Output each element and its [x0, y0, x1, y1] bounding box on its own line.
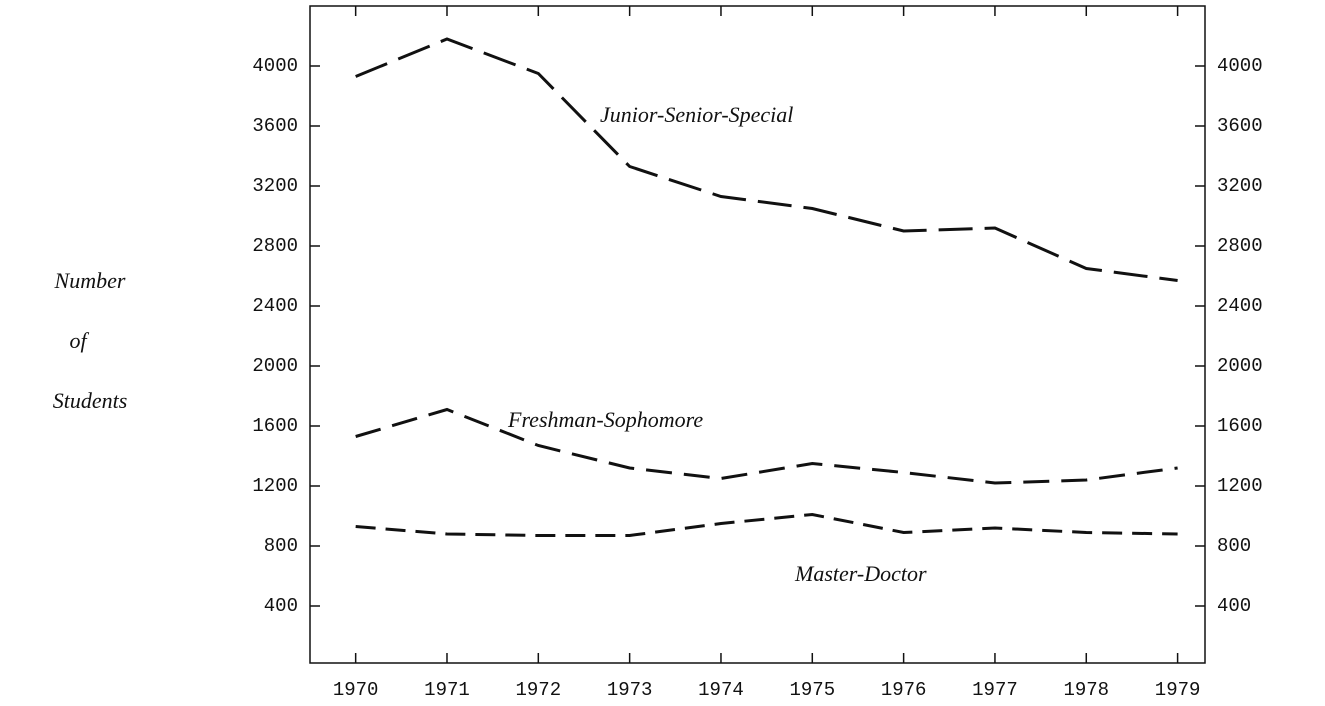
y-tick-label: 2000 [252, 355, 298, 377]
x-tick-label: 1978 [1063, 679, 1109, 701]
series-label: Master-Doctor [794, 561, 927, 586]
y-tick-label-right: 2800 [1217, 235, 1263, 257]
y-tick-label: 1600 [252, 415, 298, 437]
y-tick-label-right: 1200 [1217, 475, 1263, 497]
x-tick-label: 1977 [972, 679, 1018, 701]
x-tick-label: 1971 [424, 679, 470, 701]
y-tick-label-right: 4000 [1217, 55, 1263, 77]
y-tick-label-right: 3200 [1217, 175, 1263, 197]
x-tick-label: 1975 [789, 679, 835, 701]
x-tick-label: 1976 [881, 679, 927, 701]
y-tick-label: 400 [264, 595, 298, 617]
y-tick-label-right: 800 [1217, 535, 1251, 557]
y-tick-label: 2400 [252, 295, 298, 317]
y-tick-label: 1200 [252, 475, 298, 497]
y-tick-label-right: 2400 [1217, 295, 1263, 317]
y-tick-label-right: 3600 [1217, 115, 1263, 137]
y-tick-label: 800 [264, 535, 298, 557]
series-line [355, 512, 1178, 537]
y-axis-label: of [69, 328, 89, 353]
series-line [355, 37, 1178, 282]
x-tick-label: 1974 [698, 679, 744, 701]
y-tick-label: 2800 [252, 235, 298, 257]
x-tick-label: 1972 [516, 679, 562, 701]
y-tick-label-right: 1600 [1217, 415, 1263, 437]
y-tick-label: 3200 [252, 175, 298, 197]
y-tick-label: 4000 [252, 55, 298, 77]
x-tick-label: 1979 [1155, 679, 1201, 701]
y-axis-label: Students [53, 388, 128, 413]
y-tick-label: 3600 [252, 115, 298, 137]
y-tick-label-right: 2000 [1217, 355, 1263, 377]
x-tick-label: 1970 [333, 679, 379, 701]
series-line [355, 407, 1178, 485]
series-label: Junior-Senior-Special [600, 102, 793, 127]
series-label: Freshman-Sophomore [507, 407, 703, 432]
y-tick-label-right: 400 [1217, 595, 1251, 617]
y-axis-label: Number [54, 268, 126, 293]
plot-frame [309, 5, 1206, 664]
x-tick-label: 1973 [607, 679, 653, 701]
